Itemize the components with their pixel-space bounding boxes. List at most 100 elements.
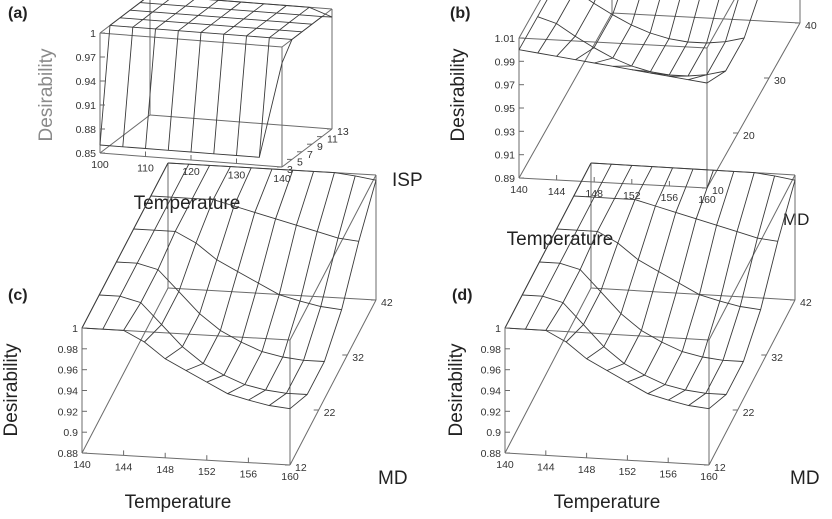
y-tick-label: 22 [743,407,755,419]
axis-box-edge [708,174,796,341]
y-tick-label: 20 [743,130,755,142]
z-axis-title: Desirability [448,48,469,141]
axis-box-edge [504,452,710,466]
y-tick-label: 40 [805,20,817,32]
y-axis-title: ISP [392,170,423,191]
surface-line-x [144,166,231,343]
x-tick-label: 152 [198,466,216,478]
x-tick-label: 100 [91,159,109,171]
surface-line-x [627,170,714,383]
surface-line-y [518,49,708,84]
surface-line-x [556,0,596,57]
surface-line-x [606,168,694,371]
z-tick-label: 0.9 [63,427,78,439]
y-axis-title: MD [790,468,820,489]
surface-line-y [537,16,726,77]
x-tick-label: 148 [156,464,174,476]
z-tick-label: 0.88 [58,448,79,460]
y-tick-label: 22 [324,407,336,419]
panel-label: (c) [8,287,28,304]
y-tick-label: 7 [307,149,313,161]
axis-box-edge [149,114,333,130]
y-tick-label: 42 [800,297,812,309]
y-tick-label: 11 [327,134,338,146]
z-tick-label: 1 [495,323,501,335]
surface-line-x [227,171,315,395]
surface-line-x [565,166,653,343]
axis-box-edge [518,0,541,39]
x-tick-label: 160 [700,471,718,483]
z-tick-label: 1 [90,28,96,40]
z-tick-label: 0.94 [481,386,502,398]
surface-line-x [258,6,310,158]
y-tick-label: 32 [771,352,783,364]
surface-line-y [522,294,727,395]
z-tick-label: 1 [72,323,78,335]
y-tick-label: 9 [317,141,323,153]
x-tick-label: 148 [578,464,596,476]
axis-box-edge [99,32,283,48]
z-tick-label: 0.98 [58,344,79,356]
z-tick-label: 0.92 [58,406,79,418]
z-tick-label: 0.91 [76,100,97,112]
x-tick-label: 148 [585,188,603,200]
x-tick-label: 140 [496,459,514,471]
surface-line-x [122,0,170,147]
axis-box-edge [99,114,151,154]
surface-line-y [133,228,342,311]
surface-line-y [139,2,323,18]
surface-line-y [129,9,313,25]
y-tick-label: 12 [714,462,726,474]
panel-label: (a) [8,5,28,22]
axis-box-edge [281,128,333,168]
surface-line-x [504,162,592,329]
surface-line-x [281,16,333,64]
axis-box-edge [208,0,333,10]
axis-box-edge [518,37,708,49]
z-tick-label: 0.97 [76,52,97,64]
surface-line-y [208,0,333,18]
surface-line-y [81,327,291,410]
panel-3: (c) 0.88 0.9 0.92 0.94 0.96 0.98 1 140 144 148 152 1… [1,162,408,513]
panel-2: (b) 0.89 0.91 0.93 0.95 0.97 0.99 1.01 140 144 148… [448,0,817,250]
z-tick-label: 0.94 [58,386,79,398]
surface-line-x [123,165,210,331]
axis-box-edge [81,287,169,454]
surface-line-y [150,195,359,242]
axis-box-edge [518,177,708,189]
y-tick-label: 12 [295,462,307,474]
x-tick-label: 140 [73,459,91,471]
z-axis-title: Desirability [446,343,467,436]
axis-box-edge [611,12,801,24]
axis-box-edge [708,299,796,466]
x-tick-label: 152 [619,466,637,478]
surface-line-x [99,0,145,146]
surface-line-x [190,1,242,153]
x-tick-label: 144 [537,461,555,473]
surface-line-y [590,162,796,181]
z-tick-label: 0.88 [481,448,502,460]
surface-line-x [688,0,739,81]
surface-line-x [236,5,287,156]
z-tick-label: 0.96 [481,365,502,377]
surface-line-x [537,0,571,54]
y-tick-label: 42 [381,297,393,309]
axis-box-edge [289,299,377,466]
surface-line-x [631,0,681,73]
surface-line-x [167,0,219,151]
y-tick-label: 13 [337,126,349,138]
z-tick-label: 0.85 [76,148,97,160]
y-axis-title: MD [783,210,809,229]
surface-line-x [647,171,735,395]
surface-line-x [525,163,612,330]
z-tick-label: 0.88 [76,124,97,136]
surface-line-x [268,175,356,406]
surface-line-x [145,0,195,149]
axis-box-edge [706,0,735,49]
surface-line-x [708,180,796,410]
x-tick-label: 156 [659,469,677,481]
z-axis-title: Desirability [1,343,22,436]
axis-box-edge [504,287,592,454]
surface-line-x [289,180,377,410]
